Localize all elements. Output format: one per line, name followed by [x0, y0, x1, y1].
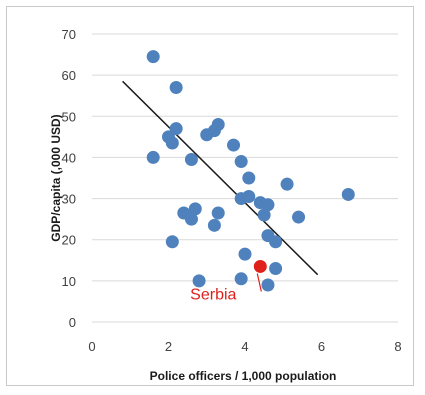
y-tick-label: 10	[62, 274, 76, 289]
annotation-label: Serbia	[190, 286, 236, 303]
y-tick-label: 0	[69, 315, 76, 330]
data-points	[146, 50, 355, 292]
x-tick-label: 0	[88, 339, 95, 354]
x-axis-title: Police officers / 1,000 population	[150, 369, 337, 383]
data-point	[261, 278, 275, 292]
data-point	[146, 50, 160, 64]
data-point	[165, 136, 179, 150]
data-point	[211, 206, 225, 220]
trendline-group	[122, 80, 319, 276]
y-tick-label: 40	[62, 150, 76, 165]
data-point	[242, 190, 256, 204]
data-point	[234, 155, 248, 169]
data-point	[146, 150, 160, 164]
data-point	[211, 118, 225, 132]
data-point	[234, 272, 248, 286]
data-point	[184, 212, 198, 226]
data-point	[280, 177, 294, 191]
data-point	[261, 198, 275, 212]
data-point	[169, 80, 183, 94]
data-point	[242, 171, 256, 185]
data-point	[269, 235, 283, 249]
y-tick-label: 20	[62, 233, 76, 248]
y-tick-label: 50	[62, 109, 76, 124]
trendline	[122, 80, 319, 276]
x-tick-label: 4	[241, 339, 248, 354]
annotation-leader-line	[256, 273, 262, 292]
y-axis-title: GDP/capita (,000 USD)	[49, 114, 63, 241]
data-point	[184, 152, 198, 166]
data-point	[165, 235, 179, 249]
data-point	[269, 262, 283, 276]
data-point	[207, 218, 221, 232]
data-point	[257, 208, 271, 222]
data-point	[292, 210, 306, 224]
data-point	[341, 187, 355, 201]
data-point-serbia	[253, 259, 267, 273]
x-tick-label: 6	[318, 339, 325, 354]
data-point	[192, 274, 206, 288]
tick-labels: 0 10 20 30 40 50 60 70 0 2 4 6 8	[62, 27, 402, 354]
data-point	[227, 138, 241, 152]
data-point	[188, 202, 202, 216]
y-tick-label: 70	[62, 27, 76, 42]
annotations: Serbia	[190, 273, 262, 303]
data-point	[238, 247, 252, 261]
y-tick-label: 60	[62, 68, 76, 83]
data-point	[169, 122, 183, 136]
y-tick-label: 30	[62, 192, 76, 207]
x-tick-label: 8	[394, 339, 401, 354]
x-tick-label: 2	[165, 339, 172, 354]
